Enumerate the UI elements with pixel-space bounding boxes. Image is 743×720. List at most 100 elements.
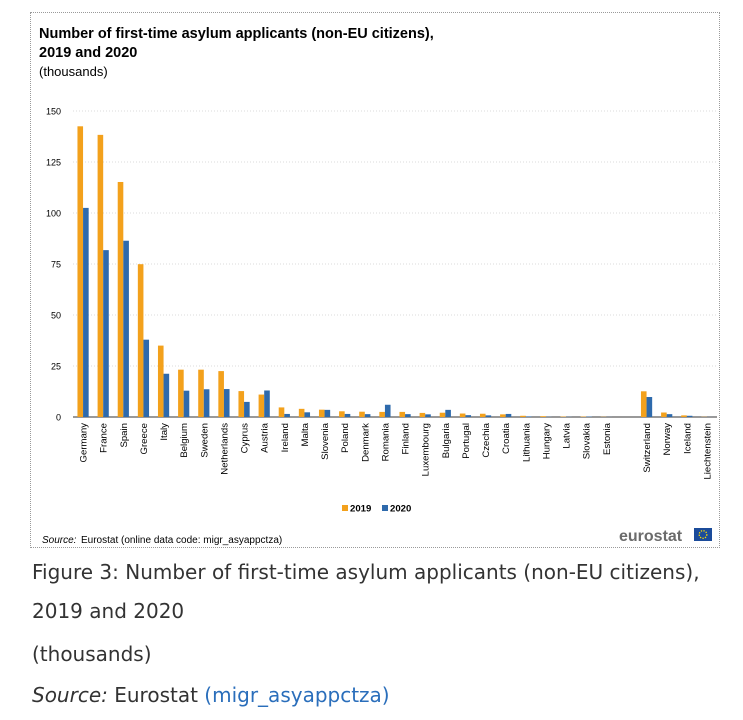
bars-layer bbox=[77, 126, 713, 418]
bar-2019 bbox=[198, 369, 204, 417]
legend-swatch bbox=[382, 505, 388, 511]
x-tick-label: Malta bbox=[300, 422, 311, 446]
legend-label: 2020 bbox=[390, 504, 411, 515]
y-tick-label: 50 bbox=[51, 311, 61, 321]
bar-2020 bbox=[405, 414, 411, 417]
bar-2019 bbox=[318, 409, 325, 417]
caption-title-line1: Figure 3: Number of first-time asylum ap… bbox=[32, 560, 700, 584]
x-tick-label: Slovakia bbox=[582, 422, 593, 459]
bar-2019 bbox=[137, 264, 144, 417]
bar-2019 bbox=[218, 371, 224, 417]
bar-2020 bbox=[284, 413, 290, 417]
x-tick-label: Croatia bbox=[501, 422, 512, 454]
chart-title-line2: 2019 and 2020 bbox=[39, 45, 137, 61]
chart-title-line1: Number of first-time asylum applicants (… bbox=[39, 26, 434, 42]
bar-2020 bbox=[445, 409, 451, 417]
bar-2020 bbox=[83, 207, 89, 417]
bar-2020 bbox=[183, 390, 190, 417]
bar-2020 bbox=[364, 414, 371, 417]
bar-2020 bbox=[123, 240, 129, 417]
bar-2019 bbox=[339, 411, 345, 417]
x-tick-label: Finland bbox=[401, 423, 412, 454]
x-tick-label: France bbox=[99, 423, 110, 453]
bar-2020 bbox=[686, 415, 693, 417]
bar-2019 bbox=[178, 369, 184, 417]
bar-2019 bbox=[640, 391, 647, 417]
x-tick-label: Sweden bbox=[199, 423, 210, 458]
x-tick-label: Estonia bbox=[602, 422, 613, 455]
x-tick-label: Slovenia bbox=[320, 422, 331, 459]
x-tick-label: Latvia bbox=[562, 422, 573, 448]
bar-2020 bbox=[425, 414, 431, 417]
legend-swatch bbox=[342, 505, 348, 511]
bar-2020 bbox=[465, 415, 472, 417]
x-tick-label: Austria bbox=[260, 422, 271, 453]
bar-2020 bbox=[485, 415, 492, 417]
bar-2020 bbox=[505, 413, 512, 417]
bar-2019 bbox=[97, 134, 104, 417]
bar-2019 bbox=[459, 413, 466, 417]
caption-subtitle: (thousands) bbox=[32, 642, 152, 666]
bar-2020 bbox=[344, 413, 351, 417]
bar-2020 bbox=[304, 412, 311, 417]
x-tick-label: Romania bbox=[380, 422, 391, 461]
x-tick-label: Cyprus bbox=[240, 423, 251, 454]
x-tick-label: Ireland bbox=[280, 423, 291, 452]
labels-layer: Germany France Spain Greece Italy Belgium Swed… bbox=[79, 422, 714, 479]
bar-2019 bbox=[298, 408, 305, 417]
y-tick-label: 125 bbox=[46, 158, 61, 168]
x-tick-label: Germany bbox=[79, 423, 90, 463]
x-tick-label: Liechtenstein bbox=[702, 423, 713, 480]
bar-2019 bbox=[479, 413, 486, 417]
bar-2019 bbox=[520, 415, 526, 417]
eu-flag-icon bbox=[694, 528, 712, 541]
source-text: Eurostat (online data code: migr_asyappc… bbox=[81, 535, 282, 546]
bar-2020 bbox=[525, 416, 532, 417]
bar-2019 bbox=[379, 411, 385, 417]
y-tick-label: 100 bbox=[46, 209, 61, 219]
x-tick-label: Spain bbox=[119, 423, 130, 448]
x-tick-label: Czechia bbox=[481, 422, 492, 457]
x-tick-label: Netherlands bbox=[219, 423, 230, 475]
x-tick-label: Hungary bbox=[541, 423, 552, 459]
bar-2019 bbox=[439, 412, 446, 417]
legend-label: 2019 bbox=[350, 504, 371, 515]
bar-2019 bbox=[399, 411, 406, 417]
caption-source-label: Source: bbox=[32, 683, 108, 707]
bar-2019 bbox=[419, 412, 426, 417]
bar-2020 bbox=[666, 414, 673, 417]
bar-2019 bbox=[278, 407, 285, 417]
x-tick-label: Bulgaria bbox=[441, 422, 452, 458]
x-tick-label: Italy bbox=[159, 423, 170, 441]
eurostat-logo-text: eurostat bbox=[619, 528, 683, 545]
chart-subtitle: (thousands) bbox=[39, 64, 108, 79]
bar-2020 bbox=[143, 339, 150, 417]
source-label: Source: bbox=[42, 535, 77, 546]
bar-2019 bbox=[157, 345, 164, 417]
caption-source-text: Eurostat bbox=[114, 683, 198, 707]
bar-2019 bbox=[500, 414, 506, 417]
bar-2019 bbox=[661, 412, 667, 417]
figure-frame: Number of first-time asylum applicants (… bbox=[30, 12, 720, 548]
bar-2020 bbox=[264, 390, 270, 417]
bar-2019 bbox=[540, 416, 546, 417]
x-tick-label: Belgium bbox=[179, 423, 190, 458]
caption-source-link[interactable]: (migr_asyappctza) bbox=[204, 683, 390, 707]
bar-2020 bbox=[384, 404, 391, 417]
x-tick-label: Switzerland bbox=[642, 423, 653, 473]
x-tick-label: Poland bbox=[340, 423, 351, 453]
bar-2020 bbox=[244, 401, 250, 417]
x-tick-label: Portugal bbox=[461, 423, 472, 459]
x-tick-label: Norway bbox=[662, 423, 673, 456]
bar-2019 bbox=[258, 394, 265, 417]
x-tick-label: Greece bbox=[139, 423, 150, 454]
bar-2020 bbox=[646, 397, 653, 417]
bar-2020 bbox=[203, 389, 210, 417]
x-tick-label: Denmark bbox=[360, 423, 371, 462]
bar-2020 bbox=[103, 250, 109, 417]
bar-2019 bbox=[238, 391, 245, 417]
y-tick-label: 150 bbox=[46, 107, 61, 117]
x-tick-label: Luxembourg bbox=[421, 423, 432, 476]
bar-2019 bbox=[359, 411, 365, 417]
x-tick-label: Lithuania bbox=[521, 422, 532, 462]
